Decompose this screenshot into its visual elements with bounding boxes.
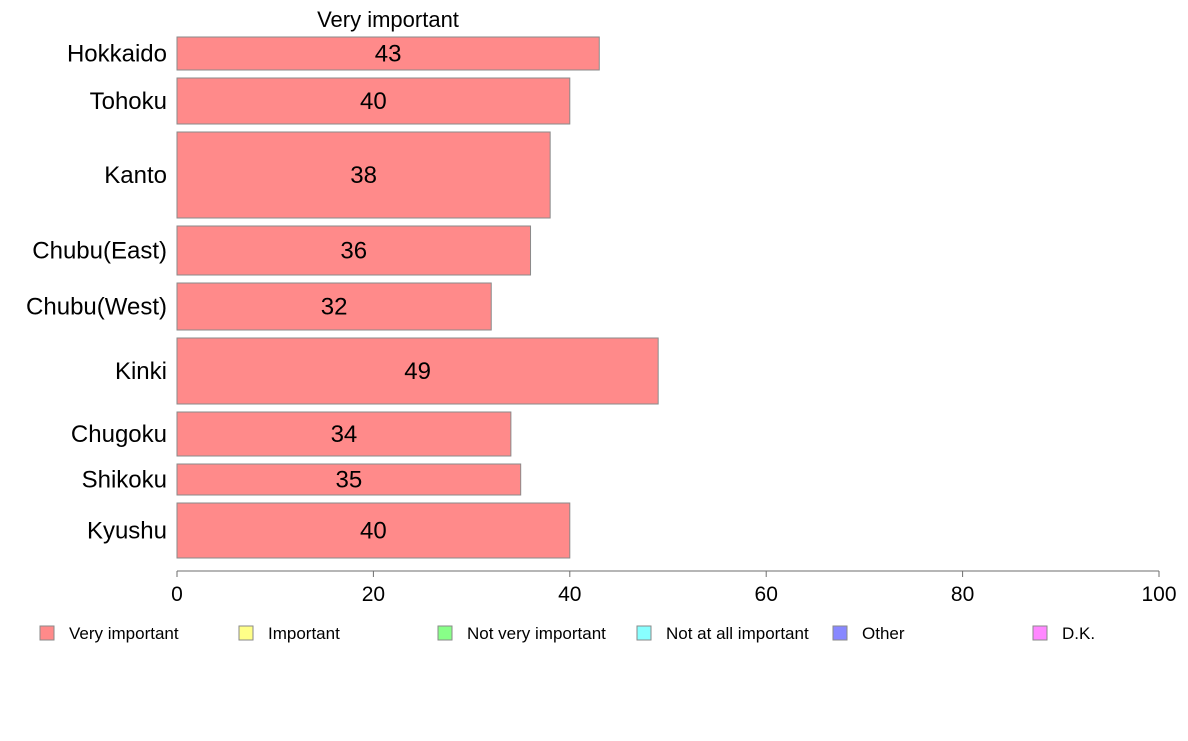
x-tick-label: 60 — [755, 583, 778, 606]
x-tick-label: 0 — [171, 583, 183, 606]
x-tick-label: 80 — [951, 583, 974, 606]
bar-chubu-east- — [176, 225, 532, 276]
legend-swatch — [39, 625, 55, 641]
data-label: 36 — [340, 238, 367, 265]
bar-kinki — [176, 337, 659, 405]
category-label: Kanto — [104, 162, 167, 189]
category-label: Hokkaido — [67, 41, 167, 68]
data-label: 49 — [404, 358, 431, 385]
legend-swatch — [437, 625, 453, 641]
x-tick-label: 20 — [362, 583, 385, 606]
x-tick-label: 100 — [1141, 583, 1176, 606]
bar-chugoku — [176, 411, 512, 457]
x-tick-label: 40 — [558, 583, 581, 606]
bar-kyushu — [176, 502, 571, 559]
legend-label: Not at all important — [666, 624, 809, 643]
legend-swatch — [636, 625, 652, 641]
category-labels: Hokkaido Tohoku Kanto Chubu(East) Chubu(West… — [26, 41, 167, 545]
legend-swatch — [1032, 625, 1048, 641]
legend-label: Important — [268, 624, 340, 643]
legend-swatch — [238, 625, 254, 641]
category-label: Chugoku — [71, 421, 167, 448]
data-label: 43 — [375, 41, 402, 68]
bar-chubu-west- — [176, 282, 492, 331]
legend-label: D.K. — [1062, 624, 1095, 643]
data-label: 40 — [360, 88, 387, 115]
data-label: 32 — [321, 294, 348, 321]
category-label: Kyushu — [87, 518, 167, 545]
data-label: 40 — [360, 518, 387, 545]
bar-hokkaido — [176, 36, 600, 71]
category-label: Chubu(West) — [26, 294, 167, 321]
bar-tohoku — [176, 77, 571, 125]
data-label: 38 — [350, 162, 377, 189]
data-label: 35 — [335, 467, 362, 494]
category-label: Tohoku — [90, 88, 167, 115]
data-label: 34 — [331, 421, 358, 448]
legend-swatch — [832, 625, 848, 641]
category-label: Shikoku — [82, 467, 167, 494]
bar-shikoku — [176, 463, 522, 496]
chart-title: Very important — [317, 7, 459, 32]
bars-layer: 43 40 38 36 32 49 34 35 40 — [176, 36, 659, 559]
bar-kanto — [176, 131, 551, 219]
legend: Very important Important Not very importan… — [39, 624, 1095, 643]
legend-label: Other — [862, 624, 905, 643]
legend-label: Not very important — [467, 624, 606, 643]
category-label: Chubu(East) — [32, 238, 167, 265]
legend-label: Very important — [69, 624, 179, 643]
x-axis: 0 20 40 60 80 100 — [171, 570, 1177, 606]
category-label: Kinki — [115, 358, 167, 385]
